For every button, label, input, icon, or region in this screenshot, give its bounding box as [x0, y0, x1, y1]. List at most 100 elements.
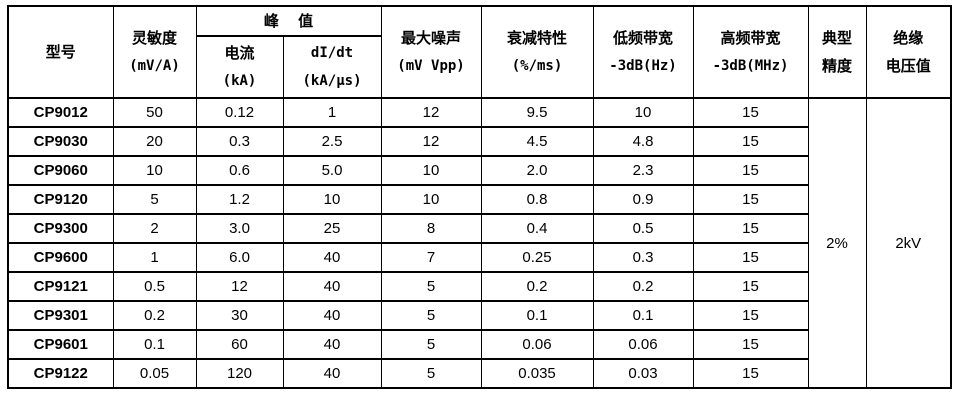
cell-current: 30 — [195, 300, 284, 331]
header-label: 电压值 — [885, 57, 931, 75]
cell-model: CP9030 — [7, 126, 114, 157]
table-row: CP9301 0.2 30 40 5 0.1 0.1 15 — [7, 300, 951, 331]
cell-didt: 40 — [282, 271, 382, 302]
cell-model: CP9301 — [7, 300, 114, 331]
cell-sensitivity: 0.5 — [112, 271, 197, 302]
cell-current: 12 — [195, 271, 284, 302]
cell-attenuation: 4.5 — [480, 126, 594, 157]
cell-current: 60 — [195, 329, 284, 360]
cell-noise: 5 — [380, 271, 482, 302]
cell-low-bw: 2.3 — [592, 155, 694, 186]
cell-model: CP9012 — [7, 97, 114, 128]
header-unit: (%/ms) — [511, 58, 563, 74]
cell-high-bw: 15 — [692, 358, 809, 389]
cell-noise: 10 — [380, 155, 482, 186]
cell-high-bw: 15 — [692, 97, 809, 128]
table-row: CP9601 0.1 60 40 5 0.06 0.06 15 — [7, 329, 951, 360]
cell-didt: 40 — [282, 300, 382, 331]
cell-noise: 5 — [380, 329, 482, 360]
cell-sensitivity: 0.1 — [112, 329, 197, 360]
cell-sensitivity: 10 — [112, 155, 197, 186]
cell-current: 0.12 — [195, 97, 284, 128]
col-header-model: 型号 — [7, 5, 114, 99]
cell-attenuation: 0.035 — [480, 358, 594, 389]
cell-noise: 5 — [380, 358, 482, 389]
header-label: 低频带宽 — [613, 29, 674, 47]
cell-sensitivity: 5 — [112, 184, 197, 215]
header-label: 峰 值 — [263, 12, 314, 30]
table-row: CP9121 0.5 12 40 5 0.2 0.2 15 — [7, 271, 951, 302]
table-row: CP9120 5 1.2 10 10 0.8 0.9 15 — [7, 184, 951, 215]
cell-low-bw: 4.8 — [592, 126, 694, 157]
table-body: CP9012 50 0.12 1 12 9.5 10 15 2% 2kV CP9030 20 0.3 2.… — [7, 97, 952, 389]
header-unit: (mV Vpp) — [397, 58, 465, 74]
cell-noise: 8 — [380, 213, 482, 244]
cell-attenuation: 2.0 — [480, 155, 594, 186]
header-row-1: 型号 灵敏度 (mV/A) 峰 值 最大噪声 (mV Vpp) 衰减特性 (%/… — [7, 5, 952, 99]
cell-attenuation: 0.4 — [480, 213, 594, 244]
header-label: 高频带宽 — [720, 29, 781, 47]
header-label: 衰减特性 — [507, 29, 568, 47]
header-label: dI/dt — [310, 45, 354, 61]
header-unit: -3dB(Hz) — [609, 58, 677, 74]
table-row: CP9060 10 0.6 5.0 10 2.0 2.3 15 — [7, 155, 951, 186]
header-unit: (kA/μs) — [302, 73, 362, 89]
cell-didt: 5.0 — [282, 155, 382, 186]
cell-model: CP9601 — [7, 329, 114, 360]
cell-sensitivity: 2 — [112, 213, 197, 244]
header-label: 灵敏度 — [131, 29, 177, 47]
cell-low-bw: 0.3 — [592, 242, 694, 273]
cell-current: 6.0 — [195, 242, 284, 273]
header-label: 型号 — [45, 43, 76, 61]
col-header-max-noise: 最大噪声 (mV Vpp) — [380, 5, 482, 99]
cell-didt: 40 — [282, 358, 382, 389]
cell-current: 1.2 — [195, 184, 284, 215]
cell-didt: 40 — [282, 242, 382, 273]
cell-noise: 7 — [380, 242, 482, 273]
table-row: CP9122 0.05 120 40 5 0.035 0.03 15 — [7, 358, 951, 389]
cell-sensitivity: 0.05 — [112, 358, 197, 389]
col-header-current: 电流 (kA) — [195, 35, 284, 99]
cell-current: 120 — [195, 358, 284, 389]
cell-noise: 10 — [380, 184, 482, 215]
cell-sensitivity: 1 — [112, 242, 197, 273]
col-header-attenuation: 衰减特性 (%/ms) — [480, 5, 594, 99]
table-header: 型号 灵敏度 (mV/A) 峰 值 最大噪声 (mV Vpp) 衰减特性 (%/… — [7, 5, 952, 99]
cell-high-bw: 15 — [692, 329, 809, 360]
table-row: CP9600 1 6.0 40 7 0.25 0.3 15 — [7, 242, 951, 273]
cell-high-bw: 15 — [692, 242, 809, 273]
cell-high-bw: 15 — [692, 126, 809, 157]
header-unit: (mV/A) — [129, 58, 180, 74]
cell-current: 0.6 — [195, 155, 284, 186]
cell-high-bw: 15 — [692, 184, 809, 215]
cell-insulation-voltage: 2kV — [865, 97, 952, 389]
table-row: CP9012 50 0.12 1 12 9.5 10 15 2% 2kV — [7, 97, 952, 389]
col-header-didt: dI/dt (kA/μs) — [282, 35, 382, 99]
cell-model: CP9122 — [7, 358, 114, 389]
col-header-peak: 峰 值 — [195, 5, 382, 37]
cell-low-bw: 0.03 — [592, 358, 694, 389]
cell-attenuation: 0.25 — [480, 242, 594, 273]
header-label: 典型 — [822, 29, 853, 47]
cell-attenuation: 9.5 — [480, 97, 594, 128]
header-label: 精度 — [822, 57, 853, 75]
cell-low-bw: 0.2 — [592, 271, 694, 302]
cell-model: CP9120 — [7, 184, 114, 215]
cell-attenuation: 0.8 — [480, 184, 594, 215]
cell-model: CP9300 — [7, 213, 114, 244]
header-label: 最大噪声 — [401, 29, 462, 47]
spec-table: 型号 灵敏度 (mV/A) 峰 值 最大噪声 (mV Vpp) 衰减特性 (%/… — [7, 5, 953, 389]
cell-didt: 1 — [282, 97, 382, 128]
cell-low-bw: 0.1 — [592, 300, 694, 331]
col-header-low-bandwidth: 低频带宽 -3dB(Hz) — [592, 5, 694, 99]
cell-low-bw: 0.5 — [592, 213, 694, 244]
cell-sensitivity: 0.2 — [112, 300, 197, 331]
cell-didt: 25 — [282, 213, 382, 244]
cell-noise: 12 — [380, 126, 482, 157]
cell-attenuation: 0.06 — [480, 329, 594, 360]
header-label: 电流 — [224, 44, 255, 62]
cell-didt: 40 — [282, 329, 382, 360]
col-header-sensitivity: 灵敏度 (mV/A) — [112, 5, 197, 99]
cell-model: CP9600 — [7, 242, 114, 273]
